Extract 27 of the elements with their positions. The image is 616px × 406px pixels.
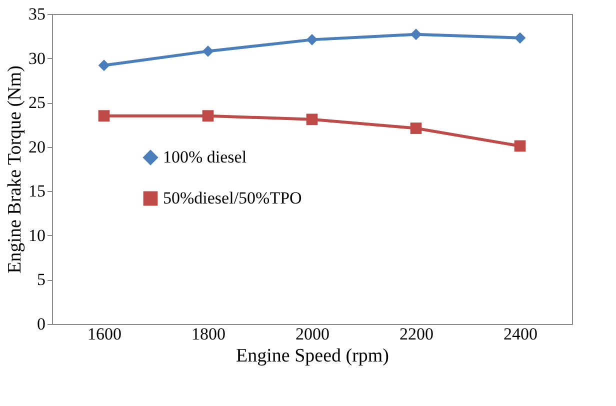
legend-label: 50%diesel/50%TPO bbox=[163, 188, 302, 208]
y-tick-label: 20 bbox=[28, 137, 46, 156]
x-tick-label: 2200 bbox=[400, 324, 434, 344]
y-tick-label: 35 bbox=[28, 4, 46, 24]
point bbox=[202, 46, 214, 57]
y-axis-title: Engine Brake Torque (Nm) bbox=[4, 66, 26, 274]
x-tick-label: 2400 bbox=[504, 324, 538, 344]
x-tick-label: 2000 bbox=[296, 324, 330, 344]
point bbox=[306, 114, 318, 126]
point bbox=[514, 140, 526, 152]
y-tick-label: 15 bbox=[28, 182, 46, 201]
x-tick-label: 1800 bbox=[192, 324, 226, 344]
y-tick-label: 30 bbox=[28, 48, 46, 68]
y-tick-label: 0 bbox=[37, 314, 46, 334]
point bbox=[98, 110, 110, 122]
point bbox=[410, 28, 422, 40]
y-tick-label: 25 bbox=[28, 93, 46, 112]
point bbox=[202, 110, 214, 122]
point bbox=[514, 32, 526, 44]
point bbox=[410, 122, 422, 134]
point bbox=[98, 60, 110, 72]
y-tick-label: 10 bbox=[28, 226, 46, 245]
legend-label: 100% diesel bbox=[163, 148, 247, 166]
x-tick-label: 1600 bbox=[88, 324, 122, 344]
point bbox=[306, 34, 318, 46]
x-axis-title: Engine Speed (rpm) bbox=[236, 346, 390, 366]
y-tick-label: 5 bbox=[37, 270, 46, 290]
